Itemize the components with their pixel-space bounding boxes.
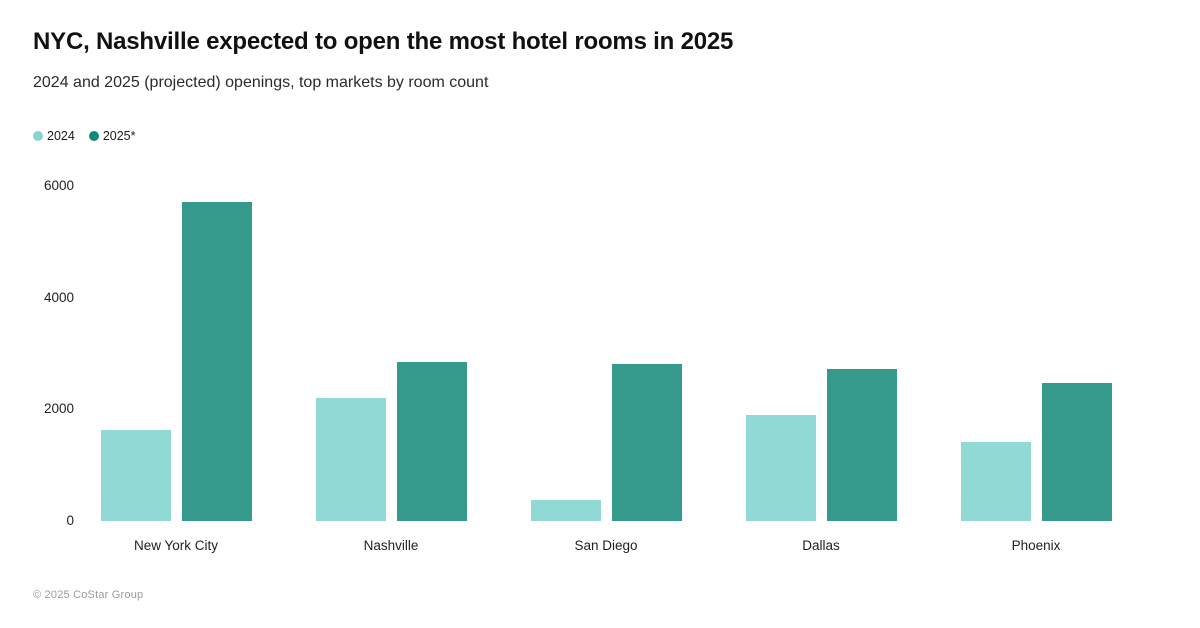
- bar-group: [530, 186, 682, 521]
- x-tick-label: Nashville: [363, 538, 419, 553]
- bar-2025: [611, 363, 682, 521]
- bar-group: [960, 186, 1112, 521]
- chart-title: NYC, Nashville expected to open the most…: [33, 28, 734, 55]
- bar-2025: [826, 368, 897, 521]
- bar-group: [745, 186, 897, 521]
- bar-2024: [100, 430, 171, 521]
- bar-2024: [530, 499, 601, 521]
- plot-area: [90, 186, 1150, 521]
- chart-subtitle: 2024 and 2025 (projected) openings, top …: [33, 74, 489, 91]
- legend-label: 2025*: [102, 129, 136, 143]
- y-axis: 0 2000 4000 6000: [30, 178, 74, 528]
- legend-dot-icon: [33, 131, 43, 141]
- legend-dot-icon: [88, 131, 99, 141]
- legend-item-2025: 2025*: [88, 129, 136, 143]
- bar-group: [100, 186, 252, 521]
- x-tick-label: Phoenix: [1011, 538, 1061, 553]
- x-tick-label: New York City: [133, 538, 219, 553]
- y-tick-label: 4000: [43, 289, 74, 305]
- legend-label: 2024: [47, 129, 75, 143]
- y-tick-label: 0: [66, 513, 74, 528]
- copyright: © 2025 CoStar Group: [33, 589, 144, 601]
- bar-2024: [960, 441, 1031, 521]
- bar-2025: [396, 362, 467, 521]
- y-tick-label: 6000: [43, 178, 74, 193]
- x-tick-label: Dallas: [802, 538, 840, 553]
- x-axis: New York City Nashville San Diego Dallas Pho…: [90, 538, 1150, 558]
- bar-group: [315, 186, 467, 521]
- bar-2025: [181, 202, 252, 521]
- bar-2024: [745, 414, 816, 521]
- x-tick-label: San Diego: [574, 538, 638, 553]
- legend: 2024 2025*: [33, 129, 136, 143]
- legend-item-2024: 2024: [33, 129, 75, 143]
- bar-2025: [1041, 382, 1112, 521]
- y-tick-label: 2000: [43, 401, 74, 417]
- bar-2024: [315, 397, 386, 521]
